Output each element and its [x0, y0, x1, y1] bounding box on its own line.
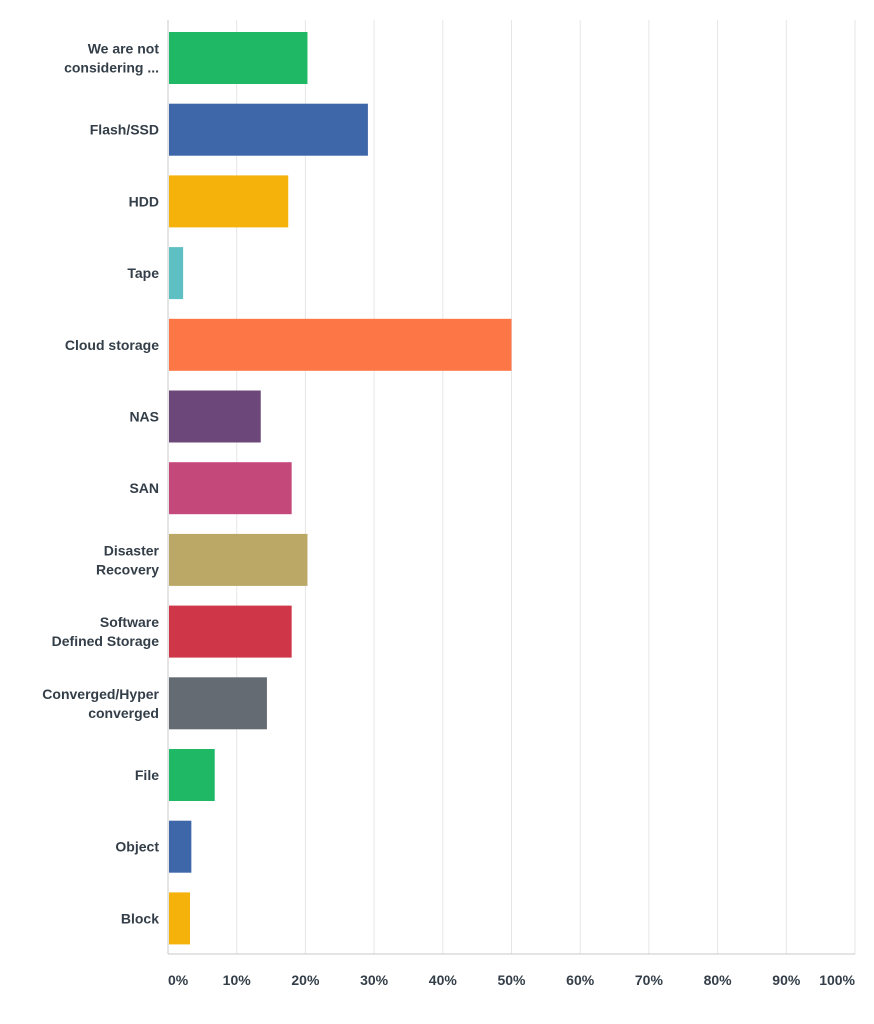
category-label-line: We are not [88, 41, 160, 57]
x-tick-label: 70% [635, 972, 664, 988]
x-tick-label: 80% [704, 972, 733, 988]
category-label-layer: We are not considering ... Flash/SSD HDD Tap… [42, 41, 159, 927]
category-label: Block [121, 910, 159, 926]
grid-layer [167, 20, 856, 955]
x-tick-label: 50% [497, 972, 526, 988]
category-label-line: NAS [129, 409, 159, 425]
category-label: HDD [129, 193, 159, 209]
category-label: Software Defined Storage [52, 614, 160, 649]
category-label-line: Object [115, 839, 159, 855]
category-label-line: File [135, 767, 159, 783]
x-tick-label: 40% [429, 972, 458, 988]
bar[interactable] [169, 533, 308, 586]
category-label: Cloud storage [65, 337, 159, 353]
category-label: NAS [129, 409, 159, 425]
category-label-line: Tape [127, 265, 159, 281]
bar[interactable] [169, 318, 512, 371]
bar[interactable] [169, 677, 267, 730]
bar[interactable] [169, 605, 292, 658]
category-label: Converged/Hyper converged [42, 686, 159, 721]
bar[interactable] [169, 462, 292, 515]
x-tick-label: 90% [772, 972, 801, 988]
bar[interactable] [169, 820, 192, 873]
category-label-line: converged [88, 705, 159, 721]
category-label: We are not considering ... [64, 41, 159, 76]
category-label: Flash/SSD [90, 122, 159, 138]
category-label-line: Software [100, 614, 159, 630]
x-tick-label: 60% [566, 972, 595, 988]
bar-layer [169, 32, 512, 945]
category-label-line: Block [121, 910, 159, 926]
category-label-line: considering ... [64, 60, 159, 76]
tick-label-layer: 0% 10% 20% 30% 40% 50% 60% 70% 80% 90% 100% [168, 972, 856, 988]
category-label-line: Recovery [96, 561, 159, 577]
bar[interactable] [169, 32, 308, 84]
bar[interactable] [169, 247, 184, 300]
bar[interactable] [169, 749, 215, 801]
category-label: File [135, 767, 159, 783]
category-label: Object [115, 839, 159, 855]
category-label-line: Flash/SSD [90, 122, 159, 138]
bar[interactable] [169, 175, 289, 228]
category-label-line: SAN [129, 480, 159, 496]
category-label: Tape [127, 265, 159, 281]
bar[interactable] [169, 390, 261, 443]
category-label-line: Cloud storage [65, 337, 159, 353]
category-label: Disaster Recovery [96, 542, 160, 577]
x-tick-label: 0% [168, 972, 189, 988]
x-tick-label: 10% [223, 972, 252, 988]
category-label-line: Defined Storage [52, 633, 160, 649]
category-label-line: HDD [129, 193, 159, 209]
bar[interactable] [169, 892, 190, 945]
category-label: SAN [129, 480, 159, 496]
x-tick-label: 100% [819, 972, 855, 988]
bar[interactable] [169, 103, 368, 156]
category-label-line: Disaster [104, 542, 160, 558]
x-tick-label: 30% [360, 972, 389, 988]
category-label-line: Converged/Hyper [42, 686, 159, 702]
x-tick-label: 20% [291, 972, 320, 988]
